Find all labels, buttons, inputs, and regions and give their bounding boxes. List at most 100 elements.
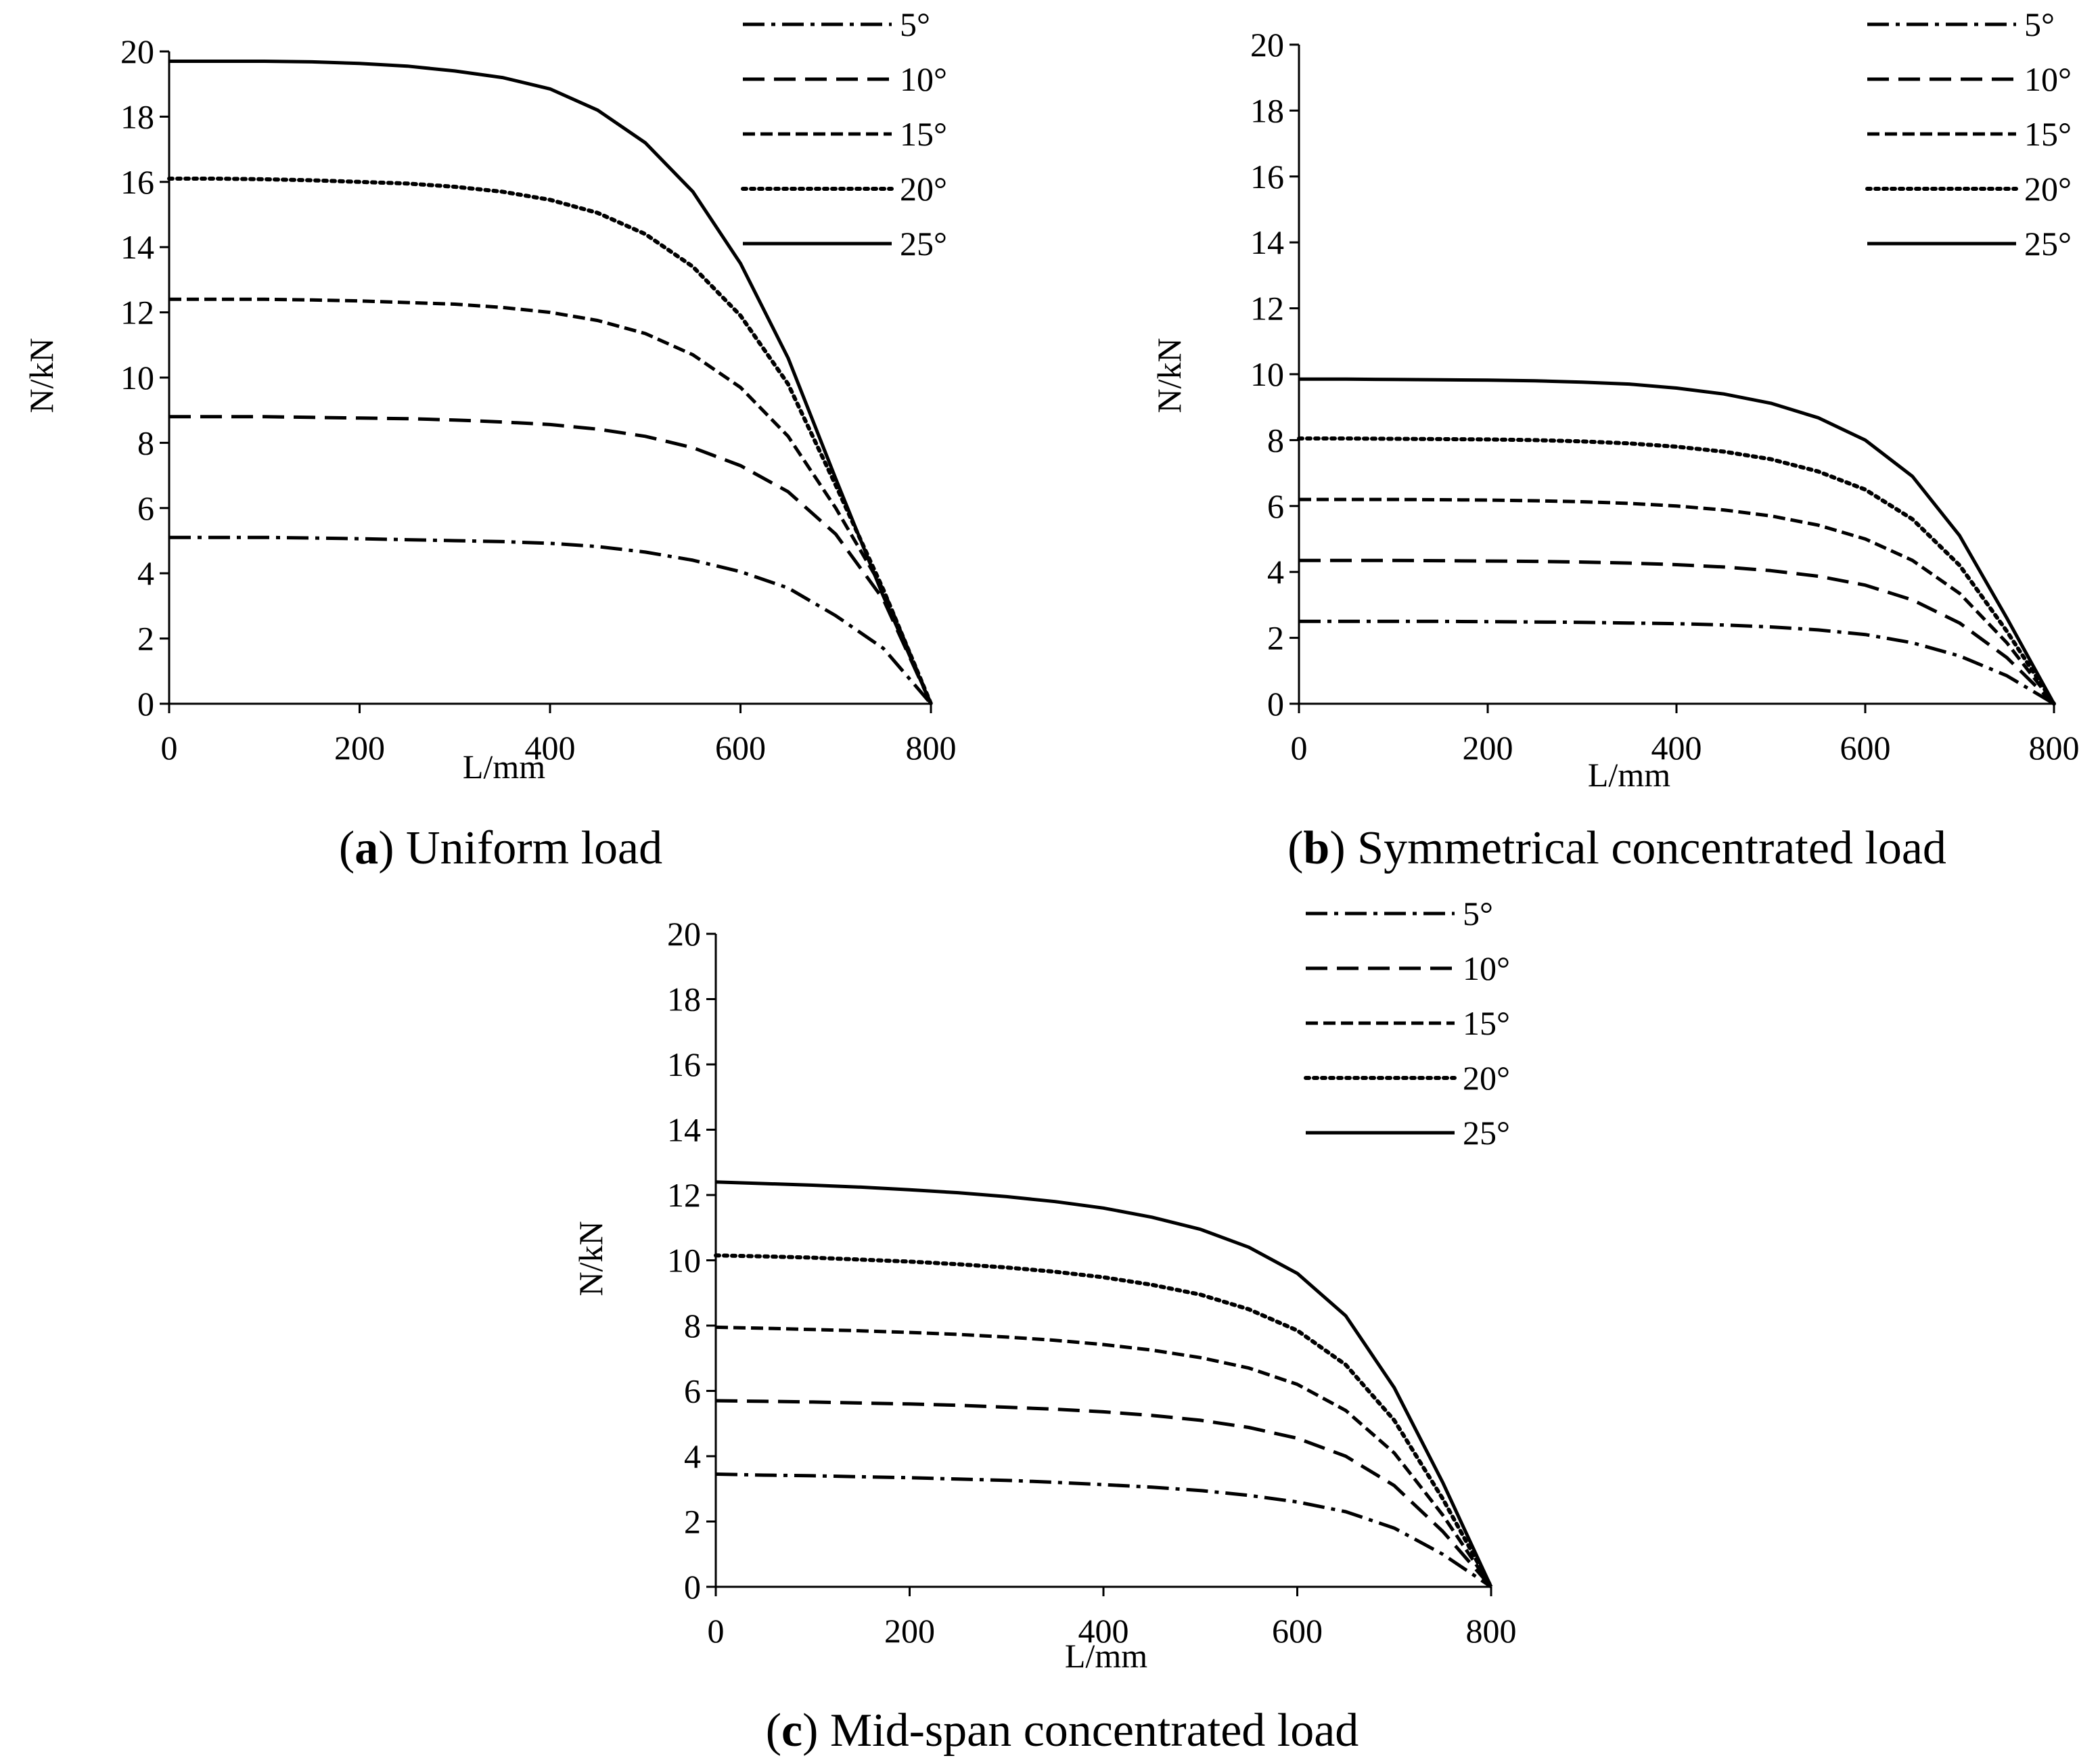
legend-label-c-3: 20° <box>1463 1059 1510 1097</box>
x-tick-label-b: 800 <box>2029 729 2080 767</box>
legend-label-a-1: 10° <box>900 60 947 98</box>
y-tick-label-c: 20 <box>667 915 701 953</box>
x-tick-label-b: 200 <box>1463 729 1513 767</box>
caption-text-a: Uniform load <box>394 822 663 874</box>
caption-letter-b: b <box>1303 822 1329 874</box>
x-tick-label-b: 400 <box>1651 729 1702 767</box>
caption-text-c: Mid-span concentrated load <box>818 1705 1359 1757</box>
y-tick-label-c: 8 <box>684 1307 701 1345</box>
legend-label-a-2: 15° <box>900 115 947 153</box>
legend-label-a-0: 5° <box>900 5 930 43</box>
y-tick-label-b: 2 <box>1267 619 1284 657</box>
y-tick-label-c: 4 <box>684 1437 701 1475</box>
y-axis-label-a: N/kN <box>22 338 60 413</box>
caption-c: (c) Mid-span concentrated load <box>766 1705 1359 1757</box>
y-tick-label-a: 10 <box>120 359 154 397</box>
legend-label-c-1: 10° <box>1463 949 1510 987</box>
series-line-c-2 <box>715 1325 1493 1588</box>
series-line-a-2 <box>169 297 933 704</box>
y-tick-label-b: 10 <box>1250 355 1284 393</box>
y-tick-label-a: 18 <box>120 97 154 135</box>
y-tick-label-b: 16 <box>1250 158 1284 196</box>
legend-label-b-2: 15° <box>2024 115 2072 153</box>
series-line-c-1 <box>715 1399 1492 1588</box>
x-tick-label-a: 0 <box>161 729 178 767</box>
y-tick-label-a: 6 <box>137 489 154 527</box>
x-tick-label-c: 400 <box>1078 1612 1129 1650</box>
y-tick-label-b: 12 <box>1250 290 1284 328</box>
y-tick-label-b: 14 <box>1250 223 1284 261</box>
y-tick-label-c: 6 <box>684 1372 701 1410</box>
y-tick-label-a: 12 <box>120 294 154 332</box>
x-tick-label-b: 0 <box>1291 729 1308 767</box>
caption-letter-a: a <box>355 822 378 874</box>
y-tick-label-b: 0 <box>1267 685 1284 723</box>
legend-label-b-4: 25° <box>2024 225 2072 263</box>
series-line-a-4 <box>169 60 933 705</box>
x-tick-label-c: 0 <box>708 1612 725 1650</box>
y-tick-label-a: 20 <box>120 32 154 70</box>
y-tick-label-c: 10 <box>667 1242 701 1280</box>
y-tick-label-b: 18 <box>1250 91 1284 129</box>
legend-label-b-0: 5° <box>2024 5 2055 43</box>
series-line-a-0 <box>169 535 932 705</box>
y-axis-label-b: N/kN <box>1150 338 1188 413</box>
y-tick-label-c: 0 <box>684 1568 701 1606</box>
x-tick-label-c: 600 <box>1272 1612 1323 1650</box>
x-tick-label-a: 200 <box>334 729 385 767</box>
series-line-b-3 <box>1297 436 2056 706</box>
legend-label-b-1: 10° <box>2024 60 2072 98</box>
legend-label-a-3: 20° <box>900 170 947 208</box>
y-tick-label-c: 12 <box>667 1176 701 1214</box>
y-tick-label-c: 16 <box>667 1045 701 1083</box>
series-line-b-0 <box>1299 619 2055 706</box>
series-line-a-3 <box>167 177 933 706</box>
x-tick-label-c: 200 <box>884 1612 935 1650</box>
series-line-c-3 <box>714 1253 1493 1589</box>
series-line-b-1 <box>1299 558 2055 705</box>
caption-letter-c: c <box>781 1705 802 1757</box>
x-tick-label-c: 800 <box>1466 1612 1517 1650</box>
series-line-b-2 <box>1299 497 2055 705</box>
y-tick-label-a: 0 <box>137 685 154 723</box>
y-tick-label-b: 4 <box>1267 553 1284 591</box>
x-tick-label-b: 600 <box>1840 729 1891 767</box>
legend-label-b-3: 20° <box>2024 170 2072 208</box>
series-line-c-0 <box>715 1472 1492 1589</box>
x-tick-label-a: 800 <box>906 729 957 767</box>
x-tick-label-a: 400 <box>525 729 576 767</box>
x-axis-label-c: L/mm <box>1065 1637 1147 1675</box>
y-tick-label-c: 2 <box>684 1503 701 1541</box>
series-line-c-4 <box>715 1180 1493 1588</box>
y-tick-label-b: 6 <box>1267 487 1284 525</box>
y-tick-label-a: 14 <box>120 228 154 266</box>
y-axis-label-c: N/kN <box>572 1221 610 1296</box>
legend-label-c-2: 15° <box>1463 1004 1510 1042</box>
x-axis-label-a: L/mm <box>463 748 545 786</box>
y-tick-label-a: 8 <box>137 424 154 461</box>
legend-label-c-4: 25° <box>1463 1114 1510 1152</box>
y-tick-label-a: 4 <box>137 554 154 592</box>
y-tick-label-a: 2 <box>137 620 154 658</box>
legend-label-c-0: 5° <box>1463 895 1493 932</box>
x-axis-label-b: L/mm <box>1588 756 1670 794</box>
y-tick-label-b: 20 <box>1250 26 1284 64</box>
caption-a: (a) Uniform load <box>339 822 662 874</box>
y-tick-label-c: 18 <box>667 981 701 1018</box>
caption-b: (b) Symmetrical concentrated load <box>1287 822 1946 874</box>
x-tick-label-a: 600 <box>715 729 766 767</box>
series-line-b-4 <box>1299 377 2056 705</box>
series-line-a-1 <box>169 415 933 705</box>
legend-label-a-4: 25° <box>900 225 947 263</box>
y-tick-label-a: 16 <box>120 163 154 201</box>
caption-text-b: Symmetrical concentrated load <box>1346 822 1946 874</box>
y-tick-label-c: 14 <box>667 1111 701 1149</box>
y-tick-label-b: 8 <box>1267 421 1284 459</box>
